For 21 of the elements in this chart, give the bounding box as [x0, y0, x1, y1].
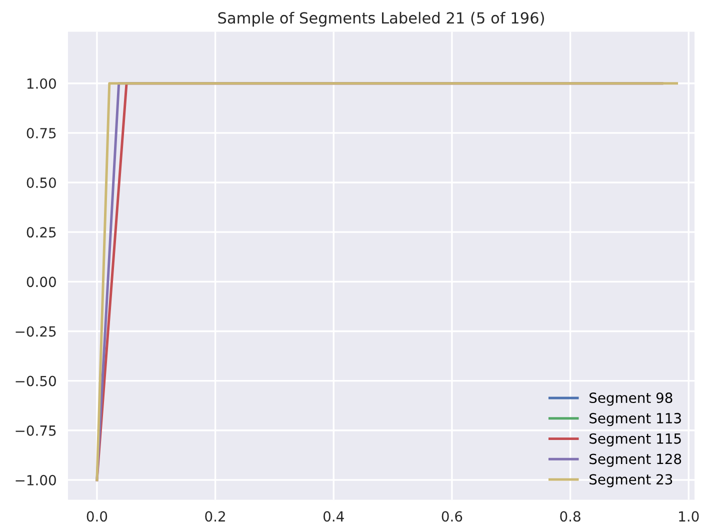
y-tick-label: 0.25 — [26, 227, 56, 238]
x-tick-label: 0.4 — [324, 511, 344, 522]
legend-label: Segment 113 — [590, 412, 681, 426]
legend-label: Segment 128 — [590, 454, 682, 467]
x-tick-label: 0.0 — [86, 511, 108, 522]
x-tick-label: 0.8 — [560, 511, 580, 522]
y-tick-label: 0.50 — [26, 177, 56, 188]
y-tick-label: −0.75 — [16, 425, 56, 436]
y-tick-label: 0.75 — [26, 128, 56, 138]
legend-label: Segment 115 — [590, 433, 681, 447]
y-tick-label: 1.00 — [27, 78, 56, 89]
x-tick-label: 0.6 — [442, 511, 462, 522]
chart-title: Sample of Segments Labeled 21 (5 of 196) — [218, 12, 544, 27]
x-tick-label: 0.2 — [205, 511, 225, 522]
y-tick-label: −0.25 — [16, 326, 56, 337]
x-tick-label: 1.0 — [679, 511, 699, 522]
legend-label: Segment 23 — [590, 474, 672, 488]
y-tick-label: −1.00 — [16, 474, 56, 486]
y-tick-label: −0.50 — [16, 376, 56, 386]
y-tick-label: 0.00 — [26, 276, 56, 288]
legend-label: Segment 98 — [590, 392, 672, 406]
